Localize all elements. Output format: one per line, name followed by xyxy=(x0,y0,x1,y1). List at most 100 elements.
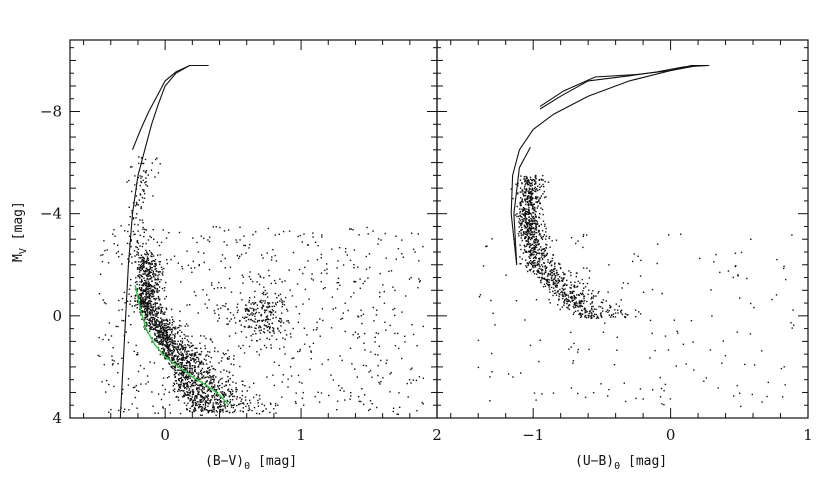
star-point xyxy=(189,407,191,409)
star-point xyxy=(512,376,514,378)
star-point xyxy=(541,273,543,276)
star-point xyxy=(144,298,147,300)
star-point xyxy=(207,405,209,407)
star-point xyxy=(392,407,395,409)
star-point xyxy=(228,356,230,358)
star-point xyxy=(149,361,151,363)
star-point xyxy=(282,322,285,324)
star-point xyxy=(243,317,246,319)
star-point xyxy=(733,395,735,397)
star-point xyxy=(535,216,537,219)
star-point xyxy=(527,238,529,240)
star-point xyxy=(600,383,602,385)
star-point xyxy=(135,246,137,248)
star-point xyxy=(219,406,221,408)
star-point xyxy=(136,268,139,270)
star-point xyxy=(527,190,529,193)
star-point xyxy=(162,329,164,331)
star-point xyxy=(166,335,168,338)
star-point xyxy=(159,343,162,345)
star-point xyxy=(173,334,176,337)
star-point xyxy=(166,262,168,265)
star-point xyxy=(321,236,323,238)
star-point xyxy=(161,327,163,329)
star-point xyxy=(602,310,604,312)
star-point xyxy=(233,404,236,406)
star-point xyxy=(146,306,148,309)
star-point xyxy=(152,229,154,231)
star-point xyxy=(361,322,363,325)
star-point xyxy=(261,306,263,309)
star-point xyxy=(267,306,269,308)
star-point xyxy=(221,392,223,395)
star-point xyxy=(535,196,537,198)
star-point xyxy=(139,301,142,303)
star-point xyxy=(181,358,184,361)
star-point xyxy=(407,396,409,398)
star-point xyxy=(170,365,172,368)
star-point xyxy=(542,179,544,181)
star-point xyxy=(254,290,256,292)
star-point xyxy=(219,411,221,414)
star-point xyxy=(227,400,229,403)
star-point xyxy=(166,355,168,357)
star-point xyxy=(612,313,615,315)
star-point xyxy=(160,266,163,268)
star-point xyxy=(135,195,138,197)
star-point xyxy=(267,227,270,230)
star-point xyxy=(186,371,188,373)
star-point xyxy=(526,176,528,178)
star-point xyxy=(182,366,185,369)
star-point xyxy=(236,389,238,391)
star-point xyxy=(535,399,537,401)
star-point xyxy=(278,330,280,332)
star-point xyxy=(558,298,560,300)
star-point xyxy=(222,305,224,307)
star-point xyxy=(568,270,570,272)
star-point xyxy=(182,376,185,378)
star-point xyxy=(152,272,154,274)
star-point xyxy=(544,255,546,257)
star-point xyxy=(138,297,140,300)
star-point xyxy=(195,395,198,397)
star-point xyxy=(190,386,192,388)
star-point xyxy=(142,273,144,275)
star-point xyxy=(522,234,524,236)
star-point xyxy=(528,237,531,239)
star-point xyxy=(349,347,352,349)
star-point xyxy=(213,408,216,410)
star-point xyxy=(534,186,536,189)
star-point xyxy=(570,387,573,389)
star-point xyxy=(145,262,147,264)
star-point xyxy=(135,344,137,347)
star-point xyxy=(207,412,209,414)
star-point xyxy=(572,290,574,292)
star-point xyxy=(360,309,362,311)
star-point xyxy=(591,316,593,319)
star-point xyxy=(160,312,162,314)
star-point xyxy=(203,252,205,254)
star-point xyxy=(208,388,210,390)
star-point xyxy=(544,268,547,270)
star-point xyxy=(147,296,149,299)
star-point xyxy=(279,348,281,350)
star-point xyxy=(530,268,532,270)
star-point xyxy=(209,376,212,378)
star-point xyxy=(361,388,363,390)
star-point xyxy=(152,328,154,331)
star-point xyxy=(160,279,162,281)
star-point xyxy=(303,327,306,329)
star-point xyxy=(524,235,527,238)
star-point xyxy=(146,303,148,305)
star-point xyxy=(344,251,347,253)
star-point xyxy=(347,309,349,312)
star-point xyxy=(158,324,160,327)
star-point xyxy=(571,296,573,298)
star-point xyxy=(523,244,525,246)
star-point xyxy=(140,264,142,267)
star-point xyxy=(213,406,215,408)
star-point xyxy=(250,313,252,315)
star-point xyxy=(557,273,560,276)
star-point xyxy=(273,361,276,363)
star-point xyxy=(201,406,204,408)
